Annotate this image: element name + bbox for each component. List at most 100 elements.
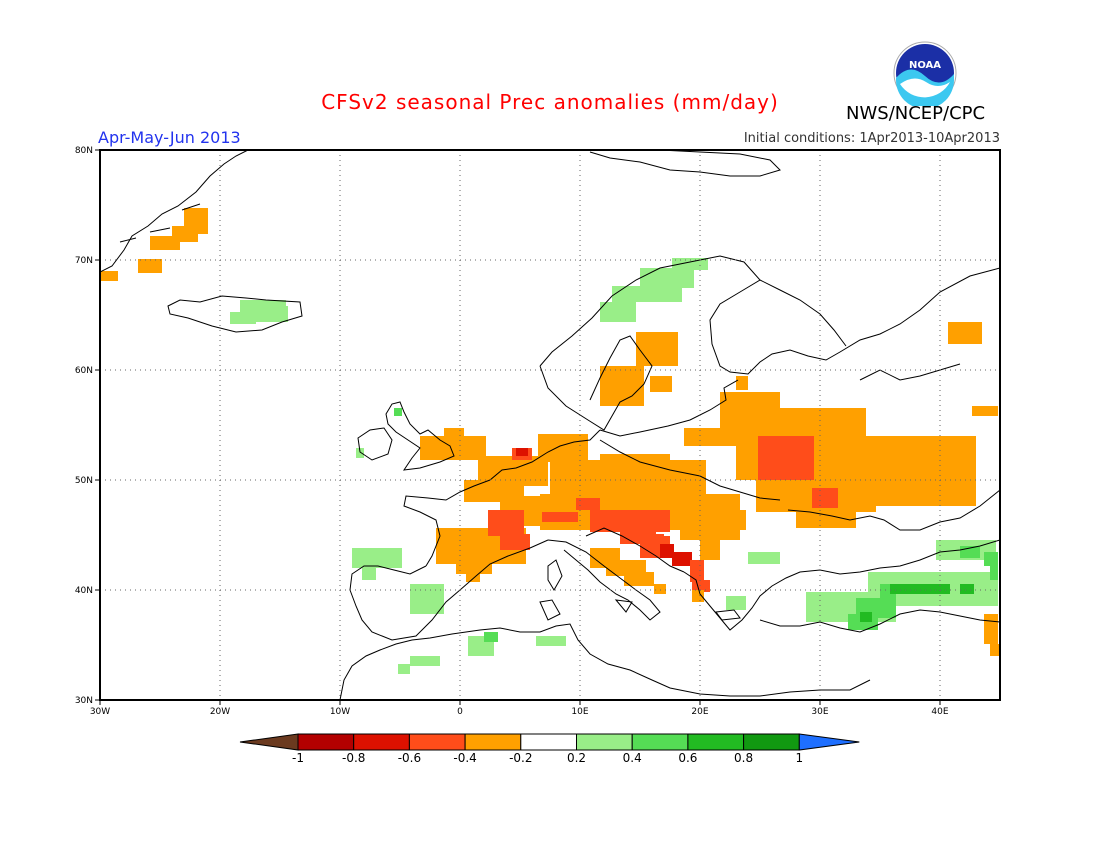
coastline-path: [167, 295, 303, 333]
colorbar-segment: [297, 733, 355, 751]
lon-tick-label: 30W: [90, 707, 110, 717]
coastline-path: [759, 609, 1000, 633]
anomaly-cell: [484, 632, 498, 642]
agency-label: NWS/NCEP/CPC: [846, 103, 986, 124]
colorbar-segment: [576, 733, 633, 751]
colorbar-segment: [743, 733, 800, 751]
colorbar-segment: [631, 733, 689, 751]
coastline-path: [100, 150, 249, 273]
anomaly-cell: [736, 376, 748, 390]
colorbar-left-arrow: [239, 733, 299, 751]
colorbar-segment: [408, 733, 466, 751]
map-frame: [99, 149, 1001, 701]
colorbar: -1 -0.8 -0.6 -0.4 -0.2 0.2 0.4 0.6 0.8 1: [239, 733, 860, 765]
anomaly-cell: [424, 584, 444, 598]
anomaly-cell: [748, 552, 780, 564]
coastline-path: [339, 623, 871, 700]
anomaly-cell: [672, 258, 708, 270]
coastline-path: [614, 599, 633, 613]
anomaly-cell: [948, 322, 982, 344]
colorbar-label: 1: [795, 751, 803, 765]
anomaly-cell: [726, 596, 746, 610]
anomaly-cell: [624, 572, 654, 586]
anomaly-cell: [172, 226, 198, 242]
lon-tick-label: 30E: [811, 707, 828, 717]
colorbar-label: 0.2: [567, 751, 586, 765]
anomaly-cell: [538, 434, 588, 462]
anomaly-cell: [860, 612, 872, 622]
lat-tick-label: 30N: [75, 696, 93, 706]
colorbar-segment: [687, 733, 745, 751]
coastline-path: [539, 599, 561, 621]
anomaly-cell: [410, 656, 440, 666]
colorbar-segment: [353, 733, 410, 751]
coastline-path: [547, 559, 563, 591]
lon-tick-label: 10W: [330, 707, 350, 717]
anomaly-cell: [796, 510, 856, 528]
lat-tick-label: 70N: [75, 256, 93, 266]
anomaly-cell: [600, 302, 636, 322]
anomaly-cell: [600, 366, 644, 406]
logo-text: NOAA: [909, 60, 941, 71]
anomaly-cell: [600, 454, 670, 472]
colorbar-right-arrow: [798, 733, 860, 751]
anomaly-cell: [654, 584, 666, 594]
anomaly-cell: [542, 512, 578, 522]
coastline-path: [403, 429, 601, 567]
colorbar-label: -0.4: [453, 751, 476, 765]
anomaly-cell: [960, 584, 974, 594]
colorbar-label: 0.8: [734, 751, 753, 765]
coastline-path: [683, 539, 1000, 631]
anomaly-cell: [984, 552, 998, 566]
anomaly-cell: [612, 286, 682, 302]
colorbar-label: -0.8: [342, 751, 365, 765]
anomaly-cell: [516, 448, 528, 456]
coastline-path: [385, 401, 455, 471]
noaa-logo: NOAA: [893, 41, 957, 106]
gridlines: [100, 150, 1000, 700]
anomaly-cell: [812, 488, 838, 508]
anomaly-cell: [650, 376, 672, 392]
anomaly-cell: [990, 644, 1000, 656]
coastline-path: [539, 335, 653, 431]
coastline-path: [349, 539, 549, 641]
coastline-path: [759, 279, 847, 347]
lon-tick-label: 20E: [691, 707, 708, 717]
lon-tick-label: 10E: [571, 707, 588, 717]
anomaly-cell: [356, 448, 364, 458]
colorbar-label: 0.6: [678, 751, 697, 765]
anomaly-cell: [972, 406, 998, 416]
lat-tick-label: 40N: [75, 586, 93, 596]
anomaly-cell: [672, 552, 692, 566]
anomaly-cell: [684, 428, 744, 446]
season-label: Apr-May-Jun 2013: [98, 128, 241, 147]
anomaly-cell: [362, 566, 376, 580]
colorbar-label: -1: [292, 751, 304, 765]
anomaly-cell: [990, 566, 998, 580]
map-title: CFSv2 seasonal Prec anomalies (mm/day): [321, 90, 779, 114]
colorbar-label: -0.6: [398, 751, 421, 765]
anomaly-cell: [576, 498, 600, 510]
anomaly-cell: [444, 428, 464, 440]
anomaly-cell: [138, 259, 162, 273]
coastline-path: [715, 609, 741, 621]
anomaly-cell: [100, 271, 118, 281]
anomaly-cell: [984, 614, 998, 644]
anomaly-cell: [660, 544, 674, 558]
anomaly-cell: [660, 536, 670, 546]
anomaly-cell: [500, 534, 530, 550]
coastline-path: [589, 150, 781, 177]
initial-conditions-label: Initial conditions: 1Apr2013-10Apr2013: [743, 131, 1000, 146]
lat-tick-label: 80N: [75, 146, 93, 156]
colorbar-label: -0.2: [509, 751, 532, 765]
anomaly-cell: [890, 584, 950, 594]
lon-tick-label: 40E: [931, 707, 948, 717]
anomaly-cells: [100, 208, 1000, 674]
lat-tick-label: 50N: [75, 476, 93, 486]
anomaly-cell: [488, 510, 524, 536]
lat-tick-label: 60N: [75, 366, 93, 376]
colorbar-segment: [520, 733, 577, 751]
anomaly-cell: [700, 540, 720, 560]
